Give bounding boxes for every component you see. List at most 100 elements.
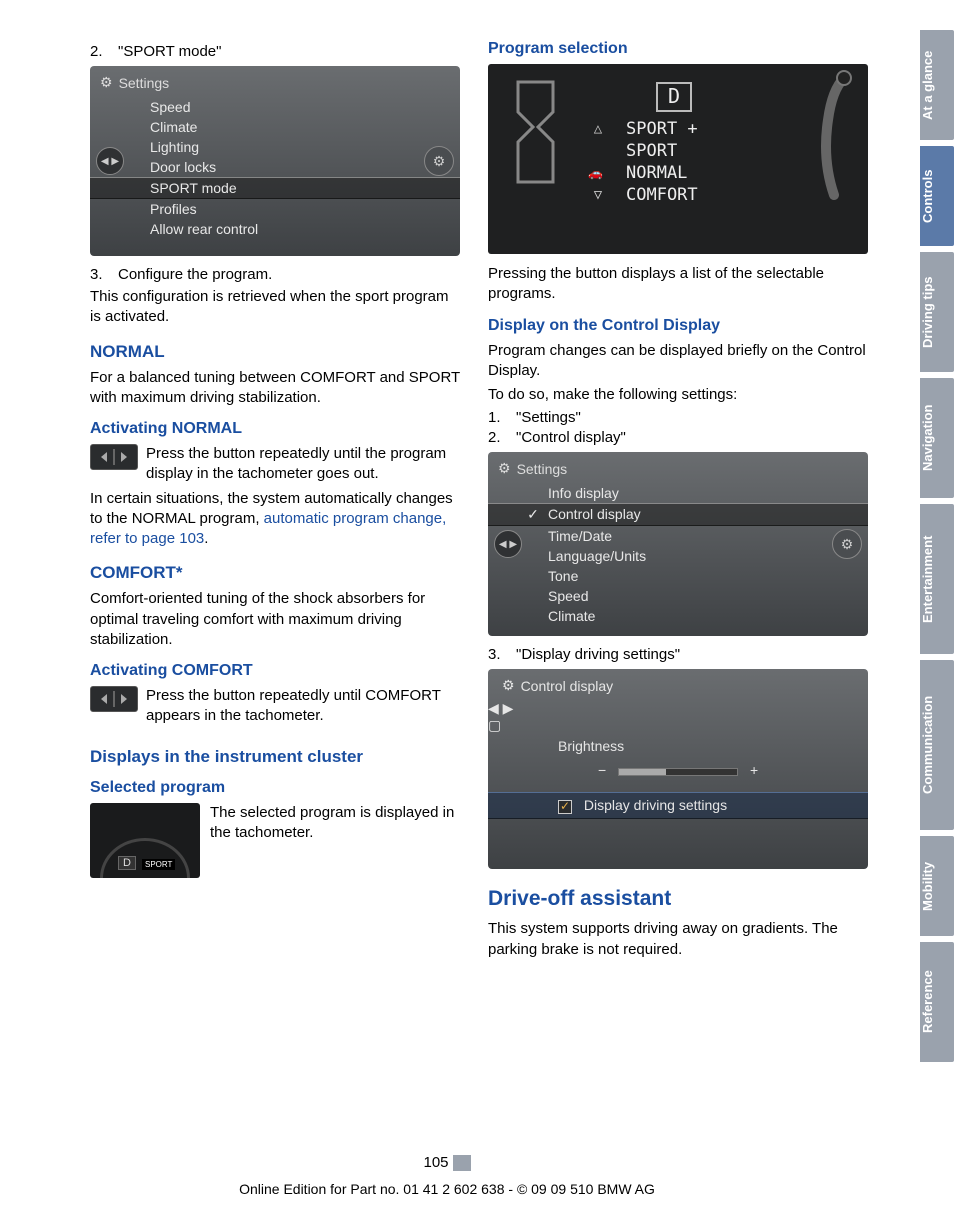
menu-item: Info display [488,483,868,503]
gear-icon: ⚙ [100,74,113,91]
cd-step-2: 2. "Control display" [488,429,868,446]
shifter-track-icon [508,72,563,192]
footer-text: Online Edition for Part no. 01 41 2 602 … [0,1181,894,1197]
cd-step3-text: "Display driving settings" [516,646,680,663]
activating-normal-body1: Press the button repeatedly until the pr… [146,445,446,482]
step-2: 2. "SPORT mode" [90,43,460,60]
screenshot3-titlebar: ⚙ Control display [488,675,868,700]
activating-normal-body2: In certain situations, the system automa… [90,489,460,550]
normal-body: For a balanced tuning between COMFORT an… [90,368,460,409]
cd-step1-num: 1. [488,409,516,426]
nav-gear-icon: ⚙ [424,146,454,176]
mode-sport-plus: SPORT + [626,119,698,139]
menu-item-label: Tone [548,568,578,584]
gear-icon: ⚙ [498,460,511,477]
brightness-row: Brightness [488,734,868,758]
section-tab[interactable]: Entertainment [920,504,954,654]
display-driving-settings-row: Display driving settings [488,792,868,818]
tachometer-image: D SPORT [90,803,200,878]
selected-program-heading: Selected program [90,779,460,797]
brightness-label: Brightness [558,738,624,754]
drive-off-body: This system supports driving away on gra… [488,919,868,960]
menu-item-label: Time/Date [548,528,612,544]
nav-left-right-icon: ◀ ▶ [494,530,522,558]
display-driving-settings-label: Display driving settings [584,797,727,813]
left-column: 2. "SPORT mode" ⚙ Settings ◀ ▶ ⚙ SpeedCl… [90,40,460,964]
menu-item-label: Control display [548,506,641,522]
display-cd-heading: Display on the Control Display [488,317,868,335]
menu-item: Door locks [90,157,460,177]
display-cd-p2: To do so, make the following settings: [488,385,868,405]
section-tab[interactable]: Reference [920,942,954,1062]
step-2-num: 2. [90,43,118,60]
cd-step-1: 1. "Settings" [488,409,868,426]
tacho-sport-badge: SPORT [142,859,175,870]
check-icon: ✓ [526,506,540,523]
step-3: 3. Configure the program. [90,266,460,283]
step-3-text: Configure the program. [118,266,272,283]
mode-normal: NORMAL [626,163,687,183]
config-paragraph: This configuration is retrieved when the… [90,287,460,328]
drive-mode-button-icon [90,686,138,712]
section-tab[interactable]: Mobility [920,836,954,936]
menu-item: Speed [488,586,868,606]
right-column: Program selection D △SPORT + SPORT 🚗NORM… [488,40,868,964]
menu-item: ✓ Control display [488,503,868,526]
control-display-screenshot: ⚙ Control display ◀ ▶ ▢ Brightness − + D… [488,669,868,869]
activating-normal-heading: Activating NORMAL [90,420,460,438]
down-triangle-icon: ▽ [588,187,608,203]
page-number-box-icon [453,1155,471,1171]
activating-normal-block: Press the button repeatedly until the pr… [90,444,460,485]
selected-program-block: D SPORT The selected program is dis­play… [90,803,460,882]
tacho-d-badge: D [118,856,136,870]
drive-off-heading: Drive-off assistant [488,887,868,911]
nav-right-icon: ▢ [488,717,868,734]
settings-menu-screenshot-1: ⚙ Settings ◀ ▶ ⚙ SpeedClimateLightingDoo… [90,66,460,256]
cd-step1-text: "Settings" [516,409,581,426]
up-triangle-icon: △ [588,121,608,137]
menu-item-label: Info display [548,485,619,501]
nav-left-right-icon: ◀ ▶ [488,700,868,717]
drive-mode-button-icon [90,444,138,470]
menu-item-label: Speed [548,588,588,604]
menu-item: Allow rear control [90,219,460,239]
car-icon: 🚗 [588,166,608,180]
program-panel: D △ SPORT + SPORT 🚗 NORMAL ▽ COMFORT [578,82,828,206]
brightness-slider-row: − + [488,758,868,782]
cd-step2-text: "Control display" [516,429,626,446]
nav-gear-icon: ⚙ [832,529,862,559]
activating-comfort-block: Press the button repeatedly until COM­FO… [90,686,460,727]
activating-normal-body2b: . [204,530,208,547]
screenshot1-titlebar: ⚙ Settings [90,72,460,97]
activating-comfort-heading: Activating COMFORT [90,662,460,680]
plus-icon: + [750,762,758,778]
settings-menu-screenshot-2: ⚙ Settings ◀ ▶ ⚙ Info display✓Control di… [488,452,868,636]
checkbox-checked-icon [558,800,572,814]
menu-item-label: Language/Units [548,548,646,564]
mode-comfort: COMFORT [626,185,698,205]
displays-heading: Displays in the instrument cluster [90,747,460,767]
section-tabs: At a glance Controls Driving tips Navigatio… [920,30,954,1215]
minus-icon: − [598,762,606,778]
section-tab[interactable]: At a glance [920,30,954,140]
section-tab[interactable]: Communication [920,660,954,830]
cd-step3-num: 3. [488,646,516,663]
nav-left-right-icon: ◀ ▶ [96,147,124,175]
cd-step2-num: 2. [488,429,516,446]
menu-item: Language/Units [488,546,868,566]
comfort-heading: COMFORT* [90,563,460,583]
section-tab[interactable]: Driving tips [920,252,954,372]
page-number: 105 [423,1154,448,1171]
menu-item: Climate [90,117,460,137]
screenshot1-title: Settings [119,75,170,91]
menu-item: Profiles [90,199,460,219]
section-tab[interactable]: Navigation [920,378,954,498]
menu-item-label: Climate [548,608,595,624]
brightness-slider [618,768,738,776]
d-indicator: D [656,82,692,112]
mode-sport: SPORT [626,141,677,161]
menu-item: Time/Date [488,526,868,546]
menu-item: Tone [488,566,868,586]
page-number-block: 105 [0,1154,894,1171]
section-tab[interactable]: Controls [920,146,954,246]
